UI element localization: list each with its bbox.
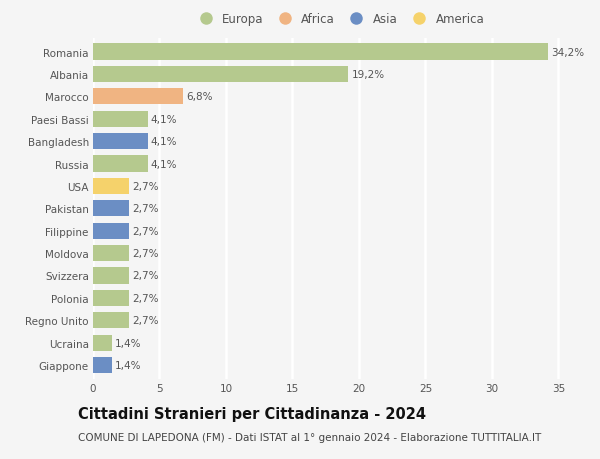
Bar bbox=[93, 179, 129, 195]
Bar bbox=[93, 112, 148, 128]
Bar bbox=[93, 45, 548, 61]
Bar bbox=[93, 134, 148, 150]
Bar bbox=[93, 268, 129, 284]
Legend: Europa, Africa, Asia, America: Europa, Africa, Asia, America bbox=[191, 11, 487, 28]
Text: 4,1%: 4,1% bbox=[151, 137, 178, 147]
Text: 2,7%: 2,7% bbox=[132, 226, 159, 236]
Bar bbox=[93, 201, 129, 217]
Bar bbox=[93, 223, 129, 239]
Text: 2,7%: 2,7% bbox=[132, 293, 159, 303]
Bar bbox=[93, 290, 129, 306]
Text: 1,4%: 1,4% bbox=[115, 360, 142, 370]
Text: COMUNE DI LAPEDONA (FM) - Dati ISTAT al 1° gennaio 2024 - Elaborazione TUTTITALI: COMUNE DI LAPEDONA (FM) - Dati ISTAT al … bbox=[78, 432, 541, 442]
Bar bbox=[93, 89, 184, 105]
Text: 2,7%: 2,7% bbox=[132, 181, 159, 191]
Text: 34,2%: 34,2% bbox=[551, 47, 584, 57]
Text: 4,1%: 4,1% bbox=[151, 159, 178, 169]
Text: 4,1%: 4,1% bbox=[151, 114, 178, 124]
Bar bbox=[93, 246, 129, 262]
Text: 2,7%: 2,7% bbox=[132, 316, 159, 325]
Bar bbox=[93, 335, 112, 351]
Bar bbox=[93, 313, 129, 329]
Text: 6,8%: 6,8% bbox=[187, 92, 213, 102]
Text: 19,2%: 19,2% bbox=[352, 70, 385, 80]
Bar bbox=[93, 357, 112, 373]
Text: 1,4%: 1,4% bbox=[115, 338, 142, 348]
Text: 2,7%: 2,7% bbox=[132, 248, 159, 258]
Text: Cittadini Stranieri per Cittadinanza - 2024: Cittadini Stranieri per Cittadinanza - 2… bbox=[78, 406, 426, 421]
Bar bbox=[93, 67, 349, 83]
Text: 2,7%: 2,7% bbox=[132, 271, 159, 281]
Bar bbox=[93, 156, 148, 172]
Text: 2,7%: 2,7% bbox=[132, 204, 159, 214]
